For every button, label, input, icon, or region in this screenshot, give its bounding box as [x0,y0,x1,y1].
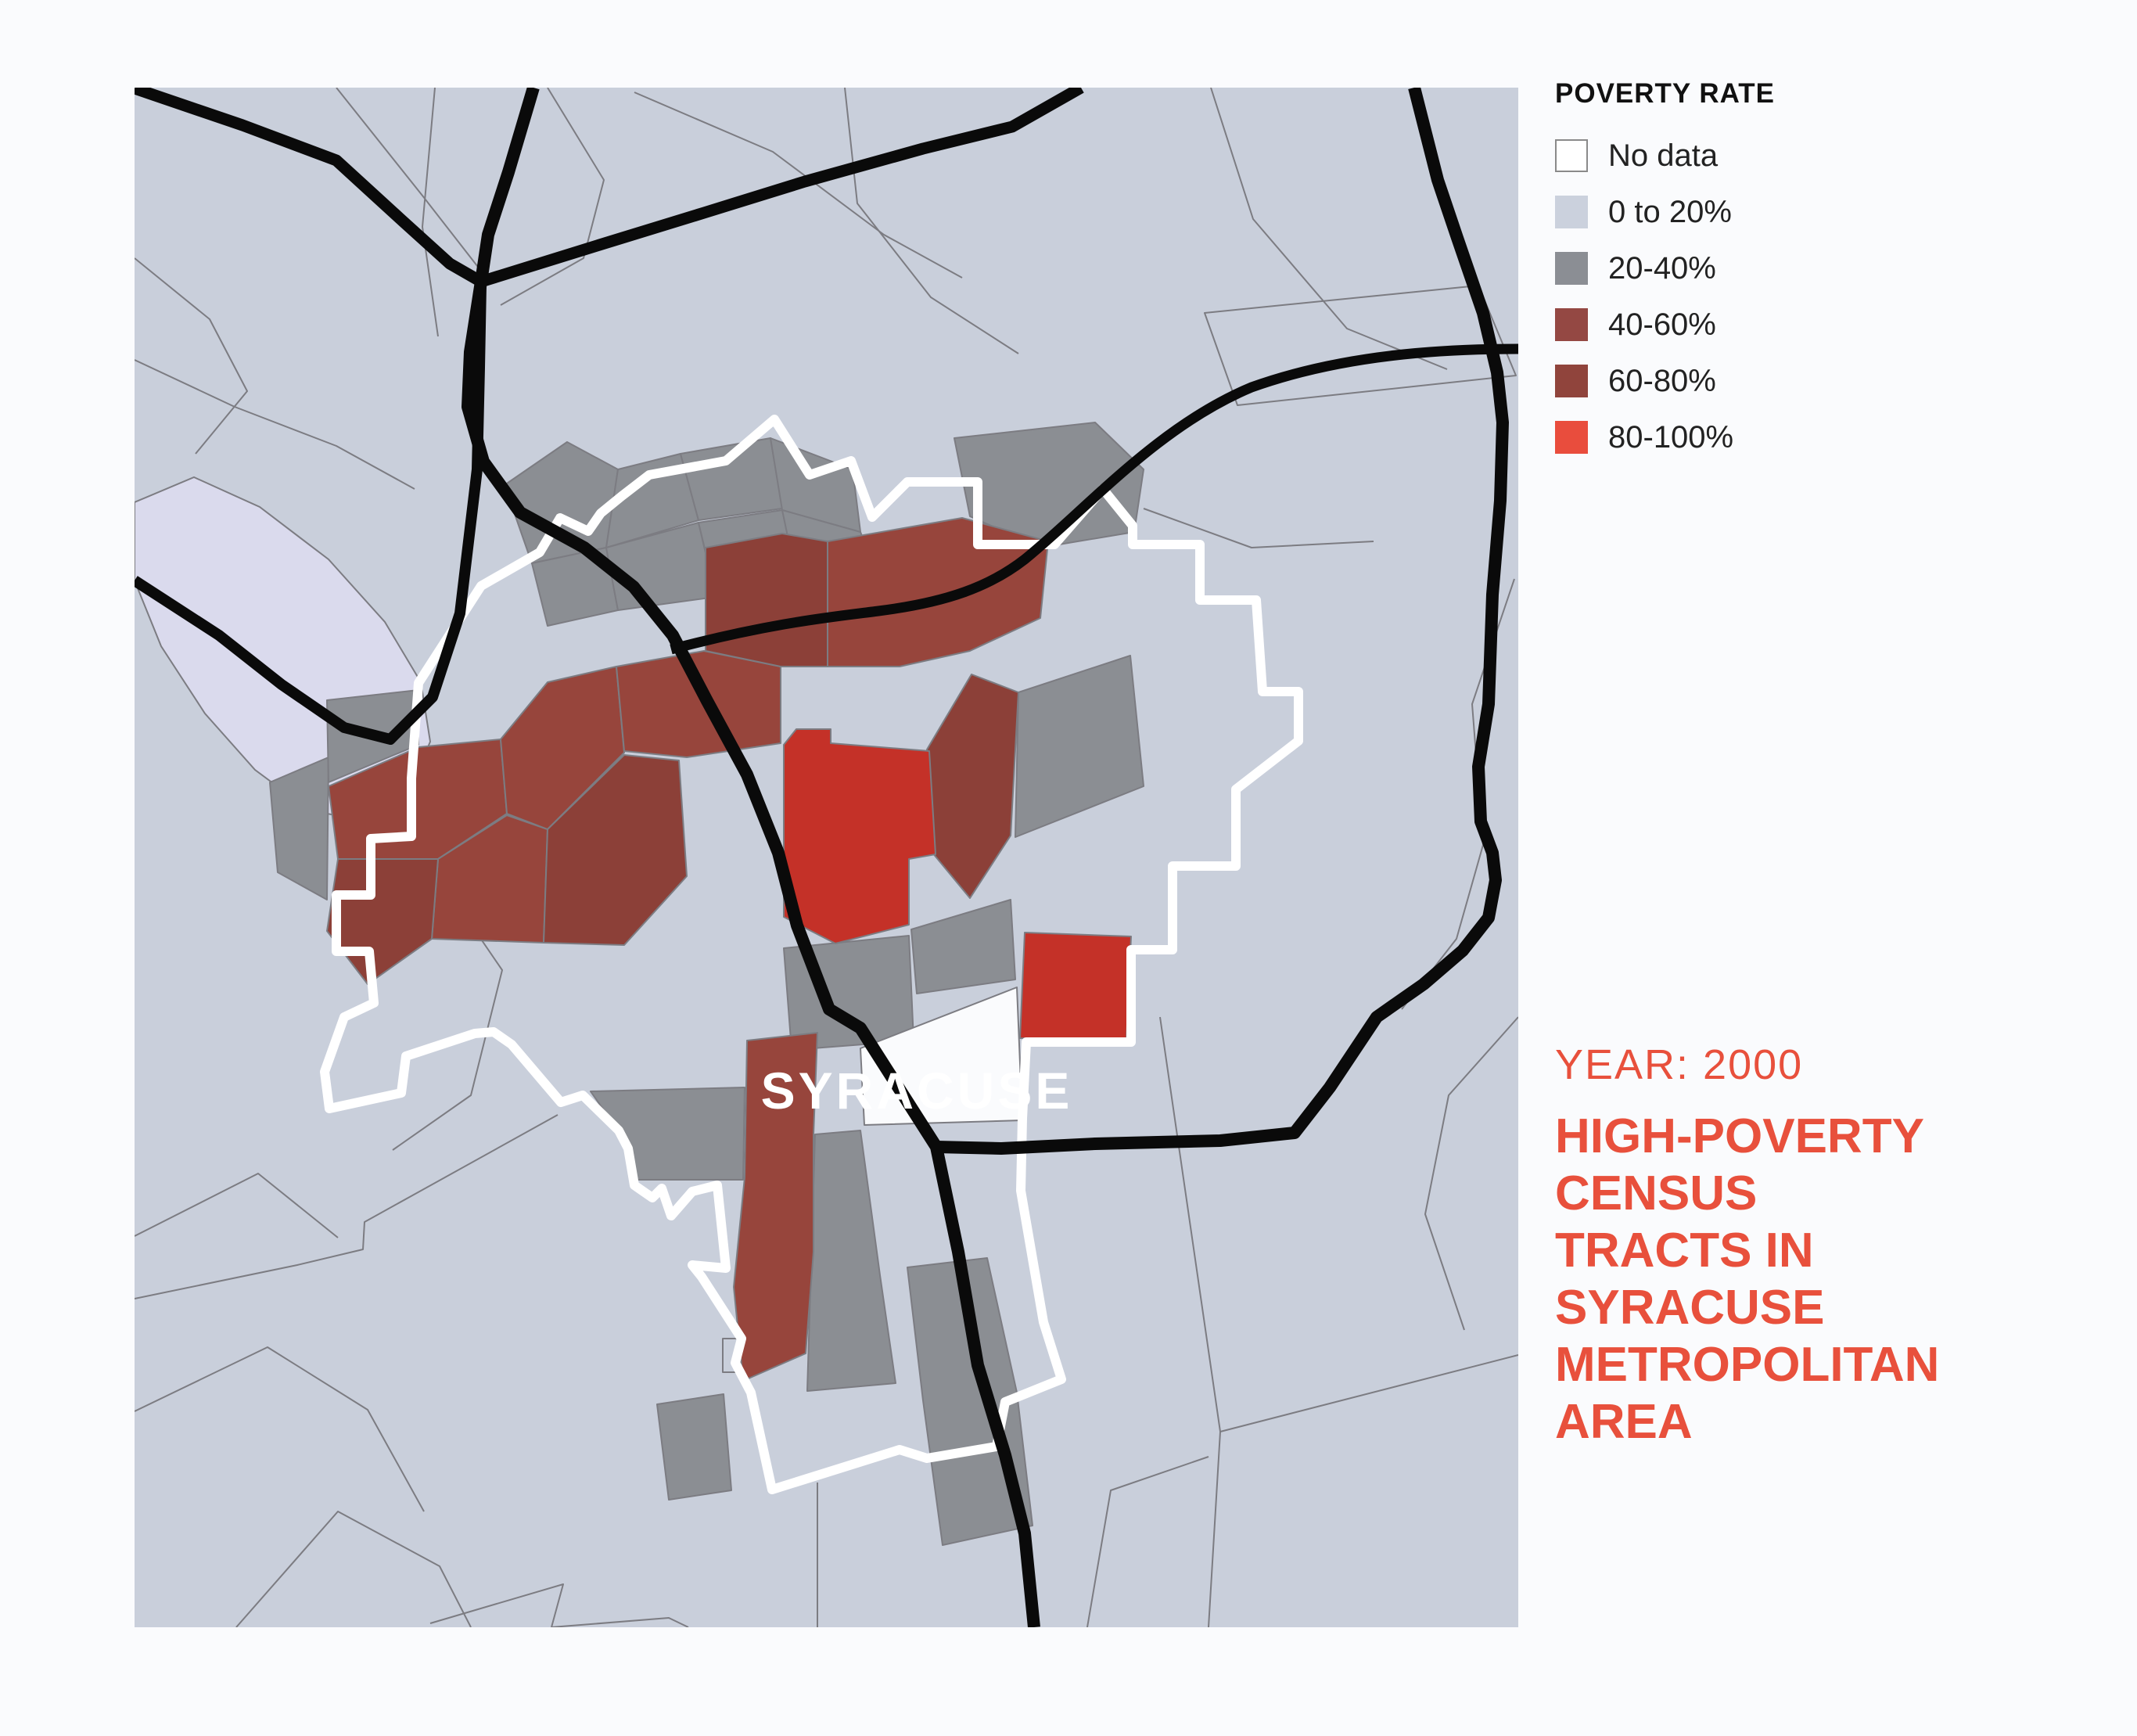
legend-swatch-icon [1555,252,1588,285]
tract-cat_20_40 [1015,655,1144,838]
tract-cat_80_100 [783,728,936,944]
tract-border [135,1346,425,1512]
caption-title-line-0: HIGH-POVERTY [1555,1109,1924,1163]
caption-year: YEAR: 2000 [1555,1041,1804,1088]
legend-row-3: 40-60% [1555,307,2040,342]
tract-border [336,88,481,271]
legend-swatch-icon [1555,139,1588,172]
legend-swatch-icon [1555,365,1588,397]
tract-border [1219,1354,1518,1432]
tract-cat_60_80 [705,533,828,667]
caption-title-line-4: METROPOLITAN [1555,1338,1940,1392]
highway-east-loop [936,88,1509,1155]
map-panel: SYRACUSE [135,88,1518,1627]
legend-label: 80-100% [1608,419,1734,455]
tract-border [422,88,439,337]
caption-title: HIGH-POVERTY CENSUS TRACTS IN SYRACUSE METRO… [1555,1108,2118,1450]
tract-border [135,1114,558,1299]
highway-northwest [135,88,1084,288]
legend-row-5: 80-100% [1555,419,2040,455]
legend-title: POVERTY RATE [1555,78,1776,109]
caption-title-line-3: SYRACUSE [1555,1281,1825,1335]
legend-label: 0 to 20% [1608,194,1732,229]
tract-cat_20_40 [269,757,329,900]
tract-cat_40_60 [733,1032,818,1382]
tract-border [844,88,1019,354]
legend-label: 20-40% [1608,250,1716,286]
highway-northeast [670,343,1518,655]
tract-border [135,359,415,490]
tract-border [1204,285,1517,406]
city-label: SYRACUSE [760,1062,1073,1120]
tract-cat_20_40 [910,899,1016,994]
tract-border [1210,88,1448,370]
tract-border [429,1583,689,1627]
caption-title-line-5: AREA [1555,1395,1693,1449]
legend-row-1: 0 to 20% [1555,194,2040,229]
caption-block: YEAR: 2000 HIGH-POVERTY CENSUS TRACTS IN SY… [1555,1041,2118,1450]
legend-row-0: No data [1555,138,2040,173]
highway-north-south [462,88,1040,1627]
legend-items: No data 0 to 20% 20-40% 40-60% 60-80% 80-100% [1555,138,2040,455]
legend-label: 60-80% [1608,363,1716,398]
tract-cat_40_60 [500,666,625,830]
legend-swatch-icon [1555,196,1588,228]
legend-swatch-icon [1555,308,1588,341]
tract-cat_80_100 [1019,932,1132,1043]
legend-label: 40-60% [1608,307,1716,342]
caption-title-line-2: TRACTS IN [1555,1224,1814,1278]
tract-cat_60_80 [543,754,688,946]
tract-cat_40_60 [616,650,781,758]
tract-border [634,92,963,279]
highway-west [135,285,487,745]
tract-border [1143,508,1374,548]
city-boundary [320,415,1303,1494]
tract-border [135,257,248,455]
tract-cat_20_40 [656,1393,732,1501]
legend-row-2: 20-40% [1555,250,2040,286]
tract-border [235,1511,472,1627]
tract-border [1424,1016,1518,1331]
poverty-rate-legend: POVERTY RATE No data 0 to 20% 20-40% 40-60%… [1555,78,2040,477]
tract-border [500,88,605,306]
syracuse-map [135,88,1518,1627]
legend-swatch-icon [1555,421,1588,454]
caption-title-line-1: CENSUS [1555,1166,1758,1220]
legend-label: No data [1608,138,1719,173]
tract-border [135,1173,339,1238]
legend-row-4: 60-80% [1555,363,2040,398]
tract-cat_20_40 [806,1130,896,1392]
tract-border [1086,1456,1209,1627]
tract-cat_20_40 [907,1257,1033,1546]
